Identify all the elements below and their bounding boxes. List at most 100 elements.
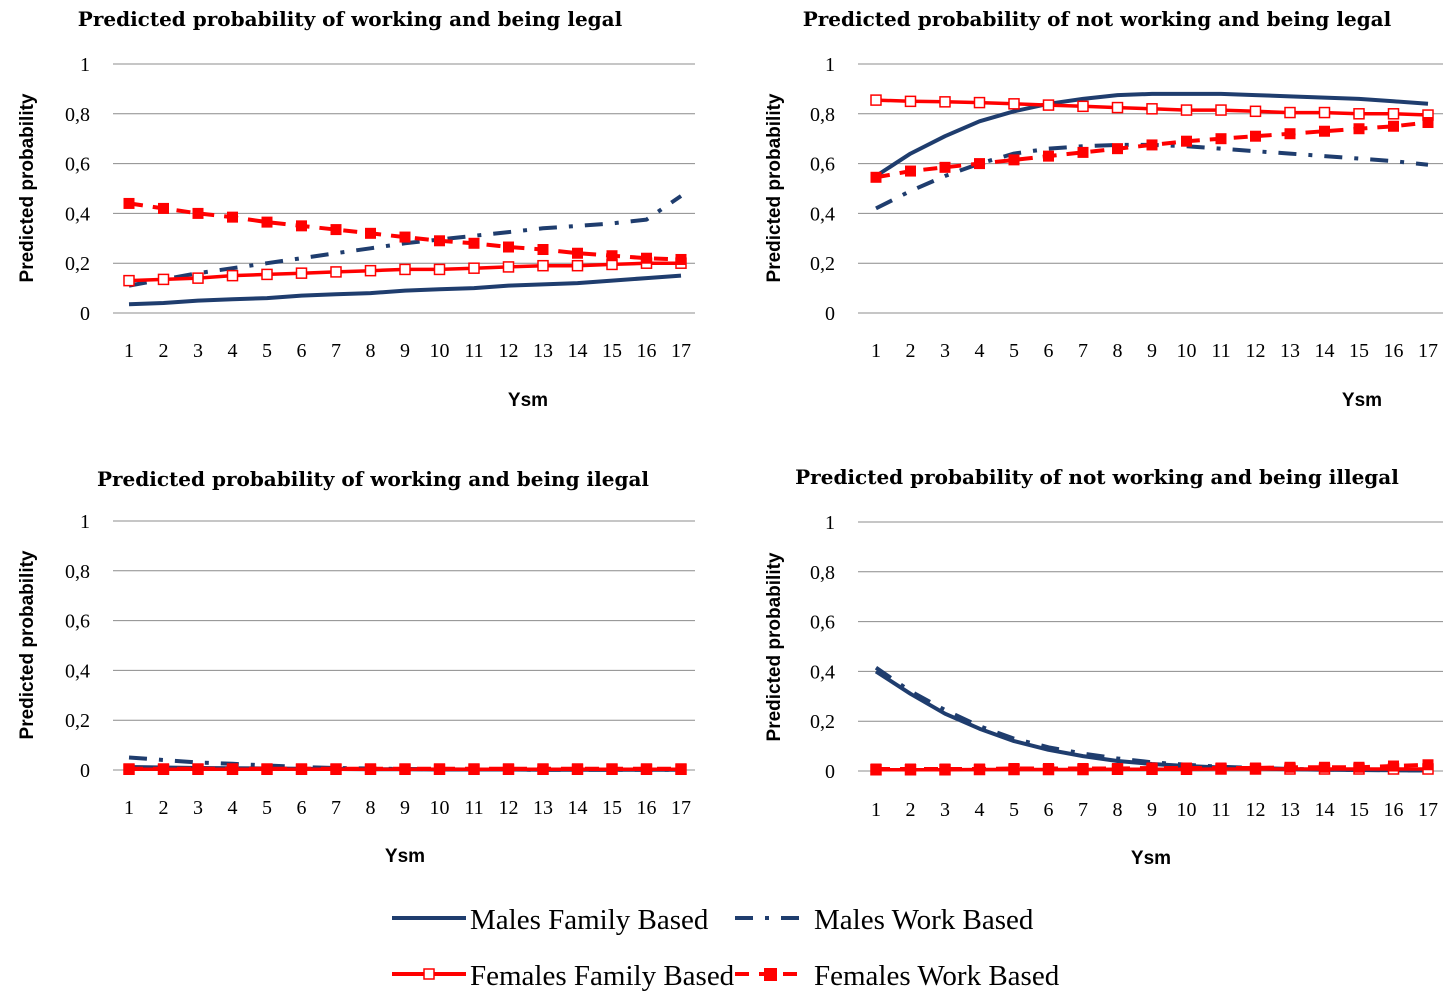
x-tick-label: 16	[637, 340, 657, 362]
data-point-females-work-based	[537, 763, 549, 775]
x-tick-label: 7	[1078, 799, 1088, 821]
legend-item-females-work: Females Work Based	[735, 960, 1060, 992]
x-tick-label: 6	[1044, 340, 1054, 362]
data-point-females-family-based	[1387, 108, 1400, 120]
x-tick-label: 16	[1384, 799, 1404, 821]
data-point-females-work-based	[399, 231, 411, 243]
legend-label: Females Work Based	[814, 960, 1060, 992]
data-point-females-work-based	[330, 763, 342, 775]
x-tick-label: 2	[906, 799, 916, 821]
x-tick-label: 5	[262, 340, 272, 362]
data-point-females-work-based	[399, 763, 411, 775]
x-tick-label: 11	[464, 797, 483, 819]
data-point-females-work-based	[434, 235, 445, 247]
data-point-females-work-based	[675, 253, 687, 265]
data-point-females-work-based	[1284, 761, 1296, 773]
data-point-females-family-based	[939, 96, 951, 108]
x-tick-label: 6	[297, 797, 307, 819]
legend-item-males-family: Males Family Based	[392, 904, 709, 936]
x-tick-label: 10	[430, 797, 450, 819]
series-line-males-work-based	[875, 142, 1429, 211]
series-line-males-work-based	[874, 666, 1429, 773]
y-axis-label: Predicted probability	[17, 550, 38, 739]
y-axis-label: Predicted probability	[764, 93, 785, 282]
data-point-females-work-based	[468, 763, 480, 775]
x-tick-label: 11	[1211, 340, 1230, 362]
data-point-females-family-based	[1042, 99, 1055, 111]
chart-panel-working-legal: Predicted probability of working and bei…	[17, 7, 695, 411]
x-tick-label: 8	[366, 797, 376, 819]
x-tick-label: 10	[1177, 799, 1197, 821]
x-tick-label: 8	[366, 340, 376, 362]
legend-marker	[764, 968, 777, 981]
data-point-females-work-based	[1319, 761, 1330, 773]
y-tick-label: 0,2	[810, 253, 835, 275]
x-tick-label: 1	[871, 340, 881, 362]
data-point-females-work-based	[1077, 146, 1089, 158]
data-point-females-work-based	[123, 197, 135, 209]
data-point-females-work-based	[641, 252, 652, 264]
x-tick-label: 1	[124, 797, 134, 819]
y-tick-label: 0,6	[65, 154, 90, 176]
data-point-females-work-based	[606, 763, 618, 775]
x-tick-label: 10	[1177, 340, 1197, 362]
x-tick-label: 15	[1349, 340, 1369, 362]
data-point-females-work-based	[675, 763, 687, 775]
x-tick-label: 1	[871, 799, 881, 821]
legend-label: Females Family Based	[470, 960, 735, 992]
x-tick-label: 3	[940, 340, 950, 362]
data-point-females-work-based	[1422, 117, 1434, 129]
data-point-females-work-based	[227, 211, 238, 223]
data-point-females-work-based	[503, 241, 514, 253]
x-tick-label: 7	[331, 797, 341, 819]
data-point-females-family-based	[399, 263, 411, 276]
x-tick-label: 5	[1009, 799, 1019, 821]
data-point-females-work-based	[572, 247, 583, 259]
data-point-females-work-based	[870, 763, 882, 775]
chart-panel-not-working-legal: Predicted probability of not working and…	[764, 7, 1443, 411]
x-tick-label: 9	[1147, 340, 1157, 362]
x-tick-label: 2	[906, 340, 916, 362]
data-point-females-family-based	[226, 269, 239, 282]
x-tick-label: 1	[124, 340, 134, 362]
data-point-females-family-based	[1180, 104, 1193, 116]
data-point-females-work-based	[1008, 763, 1020, 775]
legend-item-females-family: Females Family Based	[392, 960, 735, 992]
x-axis-label: Ysm	[1342, 390, 1382, 411]
x-axis-label: Ysm	[1131, 848, 1171, 869]
x-tick-label: 14	[1315, 799, 1335, 821]
data-point-females-family-based	[364, 264, 377, 277]
data-point-females-work-based	[1215, 762, 1227, 774]
data-point-females-work-based	[261, 763, 273, 775]
chart-panel-working-illegal: Predicted probability of working and bei…	[17, 467, 695, 867]
data-point-females-work-based	[192, 207, 204, 219]
x-tick-label: 3	[940, 799, 950, 821]
data-point-females-work-based	[434, 763, 445, 775]
x-tick-label: 3	[193, 340, 203, 362]
y-tick-label: 0,8	[810, 562, 835, 584]
x-tick-label: 12	[499, 797, 519, 819]
x-tick-label: 11	[464, 340, 483, 362]
x-tick-label: 17	[1418, 799, 1438, 821]
data-point-females-work-based	[192, 763, 204, 775]
y-tick-label: 0	[80, 760, 90, 782]
x-tick-label: 15	[1349, 799, 1369, 821]
data-point-females-family-based	[1008, 98, 1020, 110]
data-point-females-work-based	[123, 763, 135, 775]
data-point-females-family-based	[870, 94, 882, 106]
x-tick-label: 3	[193, 797, 203, 819]
y-tick-label: 0,8	[65, 561, 90, 583]
x-tick-label: 6	[297, 340, 307, 362]
y-tick-label: 0,4	[65, 203, 90, 225]
data-point-females-work-based	[1388, 760, 1399, 772]
data-point-females-work-based	[1284, 128, 1296, 140]
y-tick-label: 1	[825, 54, 835, 76]
data-point-females-work-based	[1215, 133, 1227, 145]
data-point-females-work-based	[1422, 759, 1434, 771]
data-point-females-work-based	[296, 763, 307, 775]
data-point-females-work-based	[261, 216, 273, 228]
x-tick-label: 17	[671, 340, 691, 362]
x-tick-label: 10	[430, 340, 450, 362]
data-point-females-family-based	[123, 274, 135, 287]
data-point-females-family-based	[261, 268, 273, 281]
